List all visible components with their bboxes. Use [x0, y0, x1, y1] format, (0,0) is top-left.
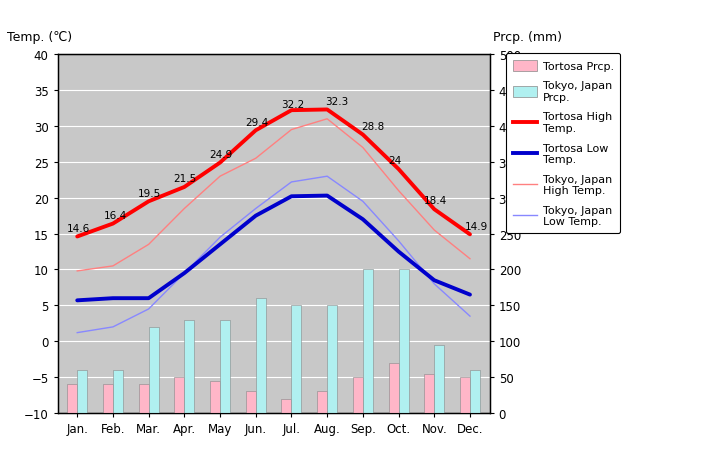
Tokyo, Japan
High Temp.	[430, 228, 438, 233]
Tortosa Low
Temp.	[430, 278, 438, 283]
Bar	[327, 306, 337, 413]
Tokyo, Japan
High Temp.	[395, 188, 403, 194]
Tortosa High
Temp.	[287, 108, 296, 114]
Tortosa High
Temp.	[180, 185, 189, 190]
Tortosa High
Temp.	[251, 128, 260, 134]
Tokyo, Japan
High Temp.	[73, 269, 81, 274]
Tokyo, Japan
Low Temp.	[180, 271, 189, 276]
Tortosa High
Temp.	[395, 167, 403, 173]
Tortosa Low
Temp.	[287, 194, 296, 200]
Bar	[363, 270, 373, 413]
Tortosa Low
Temp.	[73, 298, 81, 303]
Bar	[292, 306, 302, 413]
Text: 19.5: 19.5	[138, 188, 161, 198]
Line: Tokyo, Japan
Low Temp.: Tokyo, Japan Low Temp.	[77, 177, 470, 333]
Bar	[148, 327, 158, 413]
Bar	[210, 381, 220, 413]
Text: 28.8: 28.8	[361, 122, 384, 132]
Text: 16.4: 16.4	[104, 210, 127, 220]
Tortosa High
Temp.	[144, 199, 153, 205]
Tortosa Low
Temp.	[466, 292, 474, 298]
Tokyo, Japan
Low Temp.	[216, 235, 225, 241]
Tortosa High
Temp.	[466, 232, 474, 238]
Legend: Tortosa Prcp., Tokyo, Japan
Prcp., Tortosa High
Temp., Tortosa Low
Temp., Tokyo,: Tortosa Prcp., Tokyo, Japan Prcp., Torto…	[506, 54, 621, 233]
Tortosa Low
Temp.	[323, 193, 331, 199]
Line: Tortosa High
Temp.: Tortosa High Temp.	[77, 110, 470, 237]
Tortosa Low
Temp.	[216, 242, 225, 247]
Text: Temp. (℃): Temp. (℃)	[7, 31, 72, 44]
Tortosa High
Temp.	[73, 234, 81, 240]
Tortosa Low
Temp.	[109, 296, 117, 301]
Text: Prcp. (mm): Prcp. (mm)	[493, 31, 562, 44]
Text: 24.9: 24.9	[210, 150, 233, 159]
Tokyo, Japan
High Temp.	[466, 257, 474, 262]
Tokyo, Japan
High Temp.	[359, 146, 367, 151]
Tortosa Low
Temp.	[251, 213, 260, 219]
Tokyo, Japan
Low Temp.	[359, 199, 367, 205]
Bar	[434, 345, 444, 413]
Tokyo, Japan
High Temp.	[323, 117, 331, 122]
Text: 14.9: 14.9	[464, 221, 488, 231]
Text: 29.4: 29.4	[245, 117, 269, 127]
Bar	[424, 374, 434, 413]
Bar	[317, 392, 327, 413]
Tokyo, Japan
Low Temp.	[109, 325, 117, 330]
Tokyo, Japan
Low Temp.	[287, 180, 296, 185]
Bar	[220, 320, 230, 413]
Tokyo, Japan
Low Temp.	[73, 330, 81, 336]
Bar	[389, 363, 399, 413]
Tortosa High
Temp.	[323, 107, 331, 113]
Line: Tokyo, Japan
High Temp.: Tokyo, Japan High Temp.	[77, 119, 470, 271]
Bar	[353, 377, 363, 413]
Tokyo, Japan
High Temp.	[216, 174, 225, 179]
Bar	[103, 385, 113, 413]
Text: 21.5: 21.5	[174, 174, 197, 184]
Bar	[77, 370, 87, 413]
Bar	[460, 377, 470, 413]
Tortosa Low
Temp.	[359, 217, 367, 223]
Tortosa High
Temp.	[109, 221, 117, 227]
Tortosa High
Temp.	[430, 207, 438, 213]
Tokyo, Japan
Low Temp.	[395, 239, 403, 244]
Tokyo, Japan
Low Temp.	[466, 313, 474, 319]
Line: Tortosa Low
Temp.: Tortosa Low Temp.	[77, 196, 470, 301]
Bar	[282, 399, 292, 413]
Text: 18.4: 18.4	[423, 196, 447, 206]
Text: 14.6: 14.6	[66, 223, 90, 233]
Text: 32.3: 32.3	[325, 96, 348, 106]
Bar	[174, 377, 184, 413]
Bar	[246, 392, 256, 413]
Tortosa High
Temp.	[359, 133, 367, 138]
Tokyo, Japan
High Temp.	[180, 206, 189, 212]
Text: 24: 24	[388, 156, 401, 166]
Tokyo, Japan
Low Temp.	[430, 281, 438, 287]
Bar	[470, 370, 480, 413]
Tokyo, Japan
Low Temp.	[251, 206, 260, 212]
Tortosa Low
Temp.	[395, 249, 403, 255]
Bar	[256, 298, 266, 413]
Tokyo, Japan
Low Temp.	[144, 307, 153, 312]
Tokyo, Japan
Low Temp.	[323, 174, 331, 179]
Tokyo, Japan
High Temp.	[144, 242, 153, 247]
Bar	[139, 385, 148, 413]
Tortosa High
Temp.	[216, 161, 225, 166]
Bar	[113, 370, 123, 413]
Tokyo, Japan
High Temp.	[251, 156, 260, 162]
Tokyo, Japan
High Temp.	[109, 263, 117, 269]
Bar	[67, 385, 77, 413]
Bar	[399, 270, 408, 413]
Tokyo, Japan
High Temp.	[287, 128, 296, 133]
Tortosa Low
Temp.	[180, 271, 189, 276]
Text: 32.2: 32.2	[281, 99, 304, 109]
Bar	[184, 320, 194, 413]
Tortosa Low
Temp.	[144, 296, 153, 301]
